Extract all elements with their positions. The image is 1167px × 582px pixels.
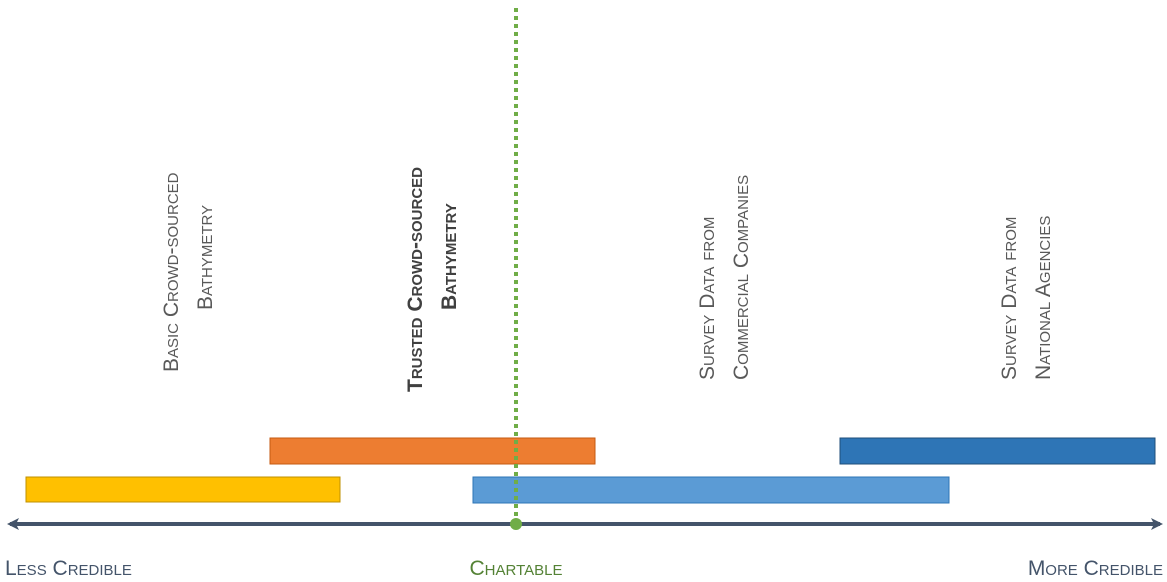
axis-left-label: Less Credible — [5, 557, 132, 580]
label-basic-crowd-sourced: Basic Crowd-sourced Bathymetry — [160, 172, 217, 372]
chartable-marker — [510, 518, 522, 530]
bar-national-agencies — [839, 437, 1156, 465]
label-basic-line1: Basic Crowd-sourced — [160, 172, 183, 372]
axis-right-label: More Credible — [1028, 557, 1163, 580]
label-national-line2: National Agencies — [1032, 216, 1055, 380]
label-commercial-companies: Survey Data from Commercial Companies — [696, 175, 753, 380]
label-trusted-line2: Bathymetry — [438, 203, 461, 310]
bar-commercial-companies — [472, 476, 950, 504]
label-national-agencies: Survey Data from National Agencies — [998, 216, 1055, 380]
label-national-line1: Survey Data from — [998, 217, 1021, 380]
label-commercial-line1: Survey Data from — [696, 217, 719, 380]
label-trusted-crowd-sourced: Trusted Crowd-sourced Bathymetry — [404, 167, 461, 392]
bar-trusted-crowd-sourced — [269, 437, 596, 465]
label-trusted-line1: Trusted Crowd-sourced — [404, 167, 427, 392]
axis-center-label: Chartable — [470, 557, 563, 580]
bar-basic-crowd-sourced — [25, 476, 341, 503]
label-basic-line2: Bathymetry — [194, 205, 217, 310]
label-commercial-line2: Commercial Companies — [730, 175, 753, 380]
